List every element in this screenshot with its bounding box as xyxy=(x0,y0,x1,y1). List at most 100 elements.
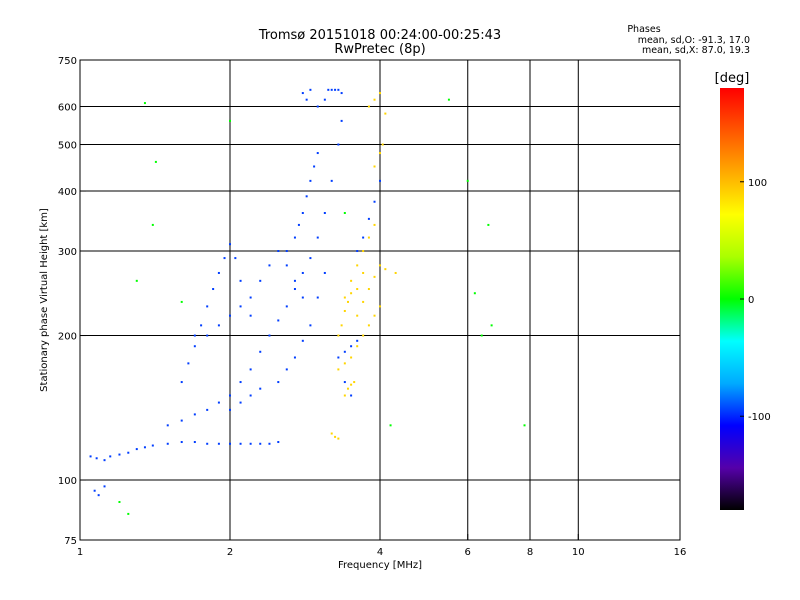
data-point-noise xyxy=(143,102,146,105)
colorbar-tick-label: 100 xyxy=(748,178,767,189)
data-point-o xyxy=(356,339,359,342)
data-point-o xyxy=(206,305,209,308)
data-point-o xyxy=(277,319,280,322)
data-point-o xyxy=(285,305,288,308)
data-point-noise xyxy=(229,119,231,122)
data-point-x xyxy=(350,279,353,282)
data-point-o xyxy=(212,288,215,291)
data-point-o xyxy=(180,381,183,384)
data-point-noise xyxy=(466,179,469,182)
data-point-o xyxy=(350,394,353,397)
data-point-x xyxy=(373,165,376,168)
stats-o-line: mean, sd,O: -91.3, 17.0 xyxy=(638,35,750,46)
data-point-o xyxy=(217,271,220,274)
data-point-o xyxy=(127,451,130,454)
data-point-o xyxy=(309,324,312,327)
data-point-x xyxy=(362,271,365,274)
data-point-x xyxy=(330,432,333,435)
data-point-o xyxy=(277,381,280,384)
data-point-o xyxy=(330,179,333,182)
x-axis-label: Frequency [MHz] xyxy=(338,560,422,571)
data-point-x xyxy=(350,292,353,295)
y-tick-label: 400 xyxy=(58,187,77,198)
colorbar: [deg] 100 0 -100 xyxy=(715,71,771,510)
data-point-o xyxy=(285,250,288,253)
data-point-x xyxy=(379,152,381,155)
y-tick-label: 500 xyxy=(58,141,77,152)
data-point-o xyxy=(135,448,138,451)
data-point-o xyxy=(305,98,308,101)
data-point-o xyxy=(297,223,300,226)
data-point-o xyxy=(277,441,280,444)
data-point-x xyxy=(356,314,359,317)
data-point-o xyxy=(200,324,203,327)
y-axis-ticks: 75 100 200 300 400 500 600 750 xyxy=(58,56,86,547)
data-point-noise xyxy=(127,512,130,515)
data-point-o xyxy=(193,345,196,348)
data-point-x xyxy=(367,105,370,108)
y-tick-label: 75 xyxy=(64,536,77,547)
data-point-o xyxy=(93,489,96,492)
data-point-o xyxy=(239,305,242,308)
data-point-x xyxy=(373,223,376,226)
data-point-x xyxy=(356,345,359,348)
data-point-o xyxy=(316,105,319,108)
data-point-o xyxy=(379,179,381,182)
data-point-o xyxy=(193,441,196,444)
data-point-x xyxy=(367,324,370,327)
data-point-o xyxy=(206,442,209,445)
y-tick-label: 300 xyxy=(58,247,77,258)
data-point-o xyxy=(109,455,112,458)
data-point-x xyxy=(384,112,387,115)
data-point-x xyxy=(379,92,381,95)
data-point-o xyxy=(187,362,190,365)
data-point-o xyxy=(249,368,252,371)
data-point-o xyxy=(301,339,304,342)
data-point-o xyxy=(316,236,319,239)
data-point-x xyxy=(350,356,353,359)
data-point-x xyxy=(346,387,349,390)
data-point-noise xyxy=(151,223,154,226)
data-point-o xyxy=(309,257,312,260)
data-point-noise xyxy=(343,212,346,215)
y-tick-label: 750 xyxy=(58,56,77,67)
data-point-o xyxy=(330,88,333,91)
data-points xyxy=(89,88,526,515)
data-point-o xyxy=(118,453,121,456)
data-point-noise xyxy=(180,300,183,303)
x-tick-label: 16 xyxy=(674,547,687,558)
data-point-o xyxy=(239,381,242,384)
data-point-o xyxy=(229,442,231,445)
data-point-noise xyxy=(480,334,483,337)
grid-lines xyxy=(80,60,680,540)
data-point-x xyxy=(362,334,365,337)
data-point-x xyxy=(337,437,340,440)
chart-subtitle: RwPretec (8p) xyxy=(334,42,425,57)
data-point-o xyxy=(277,250,280,253)
data-point-o xyxy=(268,334,271,337)
data-point-o xyxy=(259,387,262,390)
data-point-o xyxy=(285,368,288,371)
x-axis-ticks: 1 2 4 6 8 10 16 xyxy=(77,534,687,558)
data-point-o xyxy=(327,88,330,91)
data-point-x xyxy=(367,236,370,239)
data-point-o xyxy=(373,200,376,203)
data-point-o xyxy=(217,324,220,327)
data-point-x xyxy=(337,334,340,337)
data-point-noise xyxy=(389,424,392,427)
data-point-x xyxy=(379,264,381,267)
data-point-o xyxy=(337,356,340,359)
data-point-o xyxy=(89,455,92,458)
x-tick-label: 10 xyxy=(572,547,585,558)
data-point-o xyxy=(259,442,262,445)
data-point-x xyxy=(373,314,376,317)
data-point-o xyxy=(193,334,196,337)
data-point-x xyxy=(353,381,356,384)
data-point-o xyxy=(229,394,231,397)
x-tick-label: 6 xyxy=(465,547,471,558)
data-point-o xyxy=(143,446,146,449)
data-point-x xyxy=(343,394,346,397)
data-point-o xyxy=(350,345,353,348)
data-point-o xyxy=(259,279,262,282)
